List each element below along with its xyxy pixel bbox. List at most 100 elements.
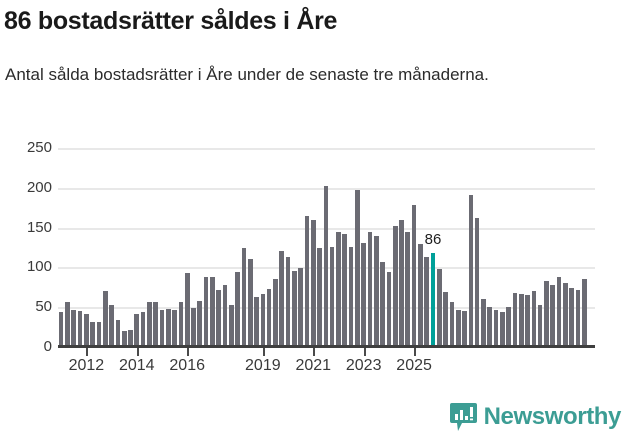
bar[interactable] (216, 289, 222, 347)
bar[interactable] (487, 307, 493, 347)
x-axis-tick (414, 348, 417, 356)
bar[interactable] (392, 226, 398, 347)
bar[interactable] (455, 309, 461, 347)
x-axis-tick-label: 2014 (118, 357, 155, 374)
bar[interactable] (342, 233, 348, 347)
bar[interactable] (203, 276, 209, 347)
bar[interactable] (575, 289, 581, 347)
bar[interactable] (178, 302, 184, 347)
x-axis-tick-label: 2023 (345, 357, 382, 374)
bar[interactable] (109, 304, 114, 347)
bar[interactable] (210, 276, 215, 347)
bar[interactable] (165, 308, 171, 347)
bar[interactable] (121, 331, 127, 347)
bar[interactable] (247, 259, 253, 347)
bar[interactable] (443, 292, 448, 347)
bar[interactable] (266, 288, 272, 347)
bar[interactable] (153, 302, 159, 347)
x-axis-tick-label: 2012 (68, 357, 105, 374)
bar[interactable] (436, 269, 442, 347)
bar[interactable] (569, 288, 574, 347)
bar[interactable] (544, 280, 549, 347)
bar[interactable] (468, 194, 474, 347)
bar[interactable] (537, 304, 543, 347)
bar[interactable] (58, 311, 64, 347)
bar[interactable] (449, 302, 455, 347)
bar[interactable] (556, 276, 562, 347)
bar[interactable] (506, 307, 511, 347)
bar[interactable] (386, 272, 392, 347)
bar[interactable] (228, 304, 234, 347)
bar[interactable] (128, 330, 133, 347)
bar[interactable] (65, 302, 70, 347)
bar[interactable] (279, 251, 285, 347)
bar[interactable] (336, 232, 341, 347)
y-axis-tick-label: 200 (26, 178, 52, 196)
bar[interactable] (581, 278, 587, 347)
page-subtitle: Antal sålda bostadsrätter i Åre under de… (5, 65, 489, 84)
bar[interactable] (424, 257, 430, 347)
bar[interactable] (184, 272, 190, 347)
bar[interactable] (285, 257, 291, 347)
bar[interactable] (518, 293, 524, 347)
bar[interactable] (71, 310, 77, 347)
bar[interactable] (481, 299, 486, 347)
x-axis-tick (313, 348, 316, 356)
bar[interactable] (563, 283, 568, 347)
bar[interactable] (77, 311, 83, 347)
y-axis-tick-label: 100 (26, 258, 52, 276)
bar[interactable] (159, 310, 165, 347)
bar[interactable] (96, 322, 102, 347)
bar[interactable] (373, 235, 379, 347)
bar[interactable] (361, 242, 366, 347)
bar[interactable] (430, 253, 436, 347)
bar[interactable] (512, 292, 518, 347)
x-axis-tick-label: 2019 (245, 357, 281, 374)
bar[interactable] (191, 308, 196, 347)
bar[interactable] (90, 321, 95, 347)
bar[interactable] (134, 314, 140, 347)
bar[interactable] (323, 186, 329, 347)
y-axis-tick-label: 0 (43, 338, 52, 355)
bar[interactable] (399, 219, 404, 347)
bar[interactable] (493, 310, 499, 347)
bar[interactable] (418, 243, 423, 347)
gridline (58, 148, 595, 150)
bar[interactable] (292, 270, 297, 347)
bar[interactable] (474, 218, 480, 347)
bar[interactable] (102, 291, 108, 347)
bar[interactable] (531, 291, 537, 347)
bar[interactable] (411, 205, 417, 347)
bar[interactable] (380, 261, 385, 347)
bar[interactable] (273, 279, 278, 347)
y-axis-tick-label: 150 (26, 218, 52, 236)
bar[interactable] (254, 296, 259, 347)
bar[interactable] (525, 295, 530, 347)
bar[interactable] (550, 284, 556, 347)
bar[interactable] (405, 232, 411, 347)
bar[interactable] (222, 284, 228, 347)
bar[interactable] (115, 319, 121, 347)
bar[interactable] (147, 301, 152, 347)
bar[interactable] (140, 311, 146, 347)
bar[interactable] (235, 272, 240, 347)
bar[interactable] (298, 268, 303, 347)
bar[interactable] (462, 311, 467, 347)
bar[interactable] (197, 300, 203, 347)
bar[interactable] (84, 314, 89, 347)
bar[interactable] (367, 232, 373, 347)
bar[interactable] (355, 190, 360, 347)
x-axis-tick-label: 2021 (295, 357, 332, 374)
bar[interactable] (260, 294, 266, 347)
x-axis-tick (187, 348, 190, 356)
bar[interactable] (310, 219, 316, 347)
bar[interactable] (172, 309, 177, 347)
bar[interactable] (304, 215, 310, 347)
bar[interactable] (317, 248, 322, 347)
bar[interactable] (348, 246, 354, 347)
logo-wordmark: Newsworthy (483, 403, 622, 430)
bar[interactable] (241, 248, 247, 347)
bar[interactable] (500, 311, 505, 347)
bar[interactable] (329, 246, 335, 347)
